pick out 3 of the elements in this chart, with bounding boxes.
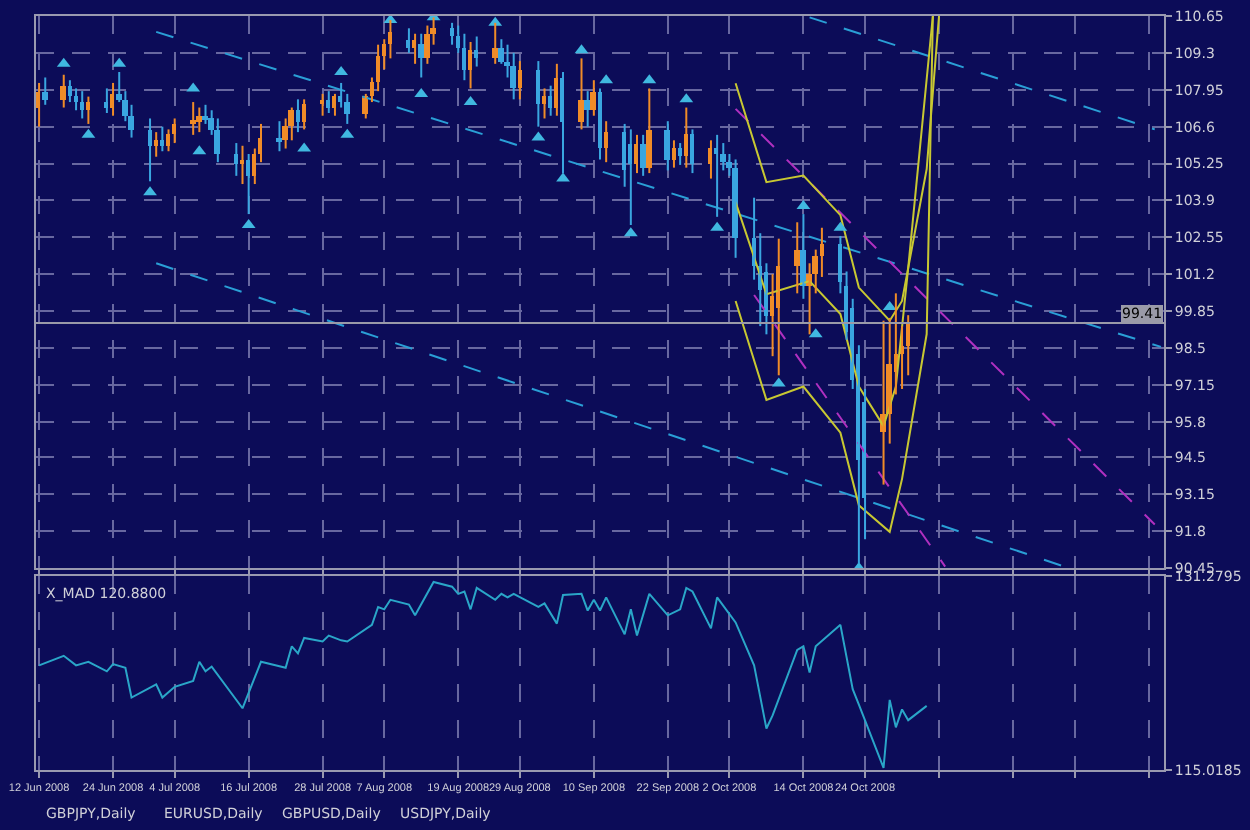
point bbox=[556, 172, 570, 182]
line-series bbox=[38, 580, 928, 769]
point bbox=[143, 186, 157, 196]
